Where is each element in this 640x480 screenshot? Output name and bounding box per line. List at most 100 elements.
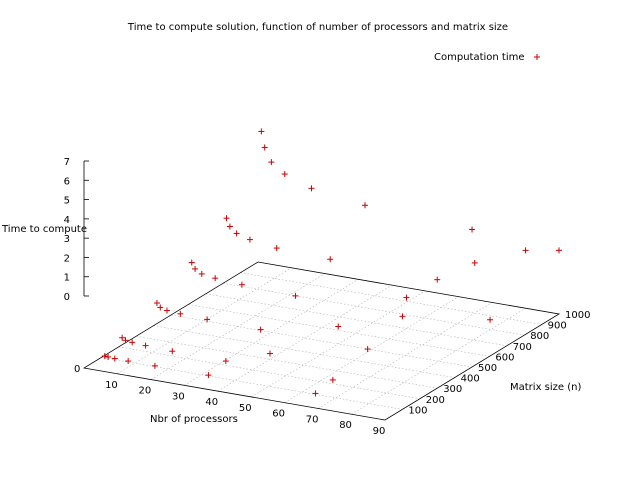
- x-tick-label: 10: [105, 380, 118, 391]
- data-point: [258, 128, 265, 135]
- data-point: [469, 226, 476, 233]
- grid-line-y: [188, 304, 490, 357]
- data-point: [261, 144, 268, 151]
- y-tick-label: 500: [478, 363, 497, 374]
- data-point: [268, 159, 275, 166]
- x-tick-label: 60: [272, 409, 285, 420]
- z-tick-label: 0: [64, 292, 70, 303]
- data-point: [281, 171, 288, 178]
- z-tick-label: 1: [64, 273, 70, 284]
- data-point: [246, 236, 253, 243]
- data-point: [434, 276, 441, 283]
- y-tick-label: 200: [426, 395, 445, 406]
- legend-marker-shape: [534, 54, 540, 60]
- data-point: [188, 259, 195, 266]
- grid-line-x: [351, 307, 526, 415]
- z-tick-label: 7: [64, 157, 70, 168]
- data-point: [327, 256, 334, 263]
- data-point: [169, 348, 176, 355]
- data-point: [335, 323, 342, 330]
- y-tick-label: 800: [530, 331, 549, 342]
- grid-line-y: [223, 282, 525, 336]
- grid-line-y: [118, 346, 420, 400]
- y-tick-label: 1000: [565, 310, 590, 321]
- data-point: [177, 310, 184, 317]
- grid-line-y: [153, 325, 455, 378]
- x-tick-label: 90: [373, 426, 386, 437]
- grid-line-y: [101, 357, 403, 410]
- data-point: [119, 334, 126, 341]
- data-point: [153, 300, 160, 307]
- data-point: [111, 355, 118, 362]
- y-tick-label: 900: [548, 321, 567, 332]
- data-point: [308, 185, 315, 192]
- data-point: [125, 358, 132, 365]
- z-tick-label: 3: [64, 234, 70, 245]
- x-tick-label: 20: [139, 386, 152, 397]
- data-point: [101, 353, 108, 360]
- data-points: [101, 128, 562, 397]
- data-point: [257, 326, 264, 333]
- data-point: [399, 313, 406, 320]
- y-tick-label: 600: [495, 352, 514, 363]
- data-point: [163, 307, 170, 314]
- grid-line-y: [170, 314, 473, 368]
- z-tick-label: 5: [64, 196, 70, 207]
- data-point: [151, 362, 158, 369]
- data-point: [142, 342, 149, 349]
- data-point: [157, 304, 164, 311]
- grid-line-y: [205, 293, 507, 347]
- tick-labels: 0123456701020304050607080901002003004005…: [64, 157, 591, 437]
- data-point: [471, 259, 478, 266]
- z-tick-label: 2: [64, 253, 70, 264]
- data-point: [129, 339, 136, 346]
- grid: [101, 261, 560, 421]
- x-tick-label: 70: [306, 414, 319, 425]
- data-point: [238, 281, 245, 288]
- data-point: [226, 223, 233, 230]
- data-point: [364, 346, 371, 353]
- x-axis-label: Nbr of processors: [150, 414, 238, 425]
- data-point: [403, 294, 410, 301]
- data-point: [223, 215, 230, 222]
- chart-title: Time to compute solution, function of nu…: [127, 22, 508, 33]
- data-point: [204, 316, 211, 323]
- x-tick-label: 50: [239, 403, 252, 414]
- z-axis-label: Time to compute: [1, 224, 87, 235]
- grid-line-x: [317, 302, 493, 409]
- data-point: [292, 292, 299, 299]
- data-point: [556, 247, 562, 254]
- grid-line-y: [240, 272, 542, 325]
- legend: Computation time: [434, 52, 540, 63]
- base-frame: [82, 261, 561, 421]
- data-point: [312, 390, 319, 397]
- y-axis-label: Matrix size (n): [510, 382, 581, 393]
- x-tick-label: 30: [172, 391, 185, 402]
- z-tick-label: 6: [64, 176, 70, 187]
- data-point: [122, 337, 129, 344]
- axes-frame: [82, 160, 561, 421]
- data-point: [222, 358, 229, 365]
- y-tick-label: 700: [513, 342, 532, 353]
- data-point: [233, 230, 240, 237]
- y-tick-label: 100: [408, 405, 427, 416]
- data-point: [329, 376, 336, 383]
- y-tick-label: 300: [443, 384, 462, 395]
- data-point: [362, 202, 369, 209]
- data-point: [266, 350, 273, 357]
- grid-line-y: [136, 335, 438, 389]
- legend-label: Computation time: [434, 52, 525, 63]
- data-point: [487, 316, 494, 323]
- data-point: [192, 265, 199, 272]
- data-point: [212, 275, 219, 282]
- z-origin-label: 0: [74, 364, 80, 375]
- grid-line-x: [117, 267, 292, 375]
- legend-marker: [534, 54, 540, 60]
- data-point: [273, 245, 280, 252]
- data-point: [522, 247, 529, 254]
- data-point: [205, 372, 212, 379]
- grid-line-x: [217, 284, 392, 392]
- x-tick-label: 80: [339, 420, 352, 431]
- data-point: [198, 270, 205, 277]
